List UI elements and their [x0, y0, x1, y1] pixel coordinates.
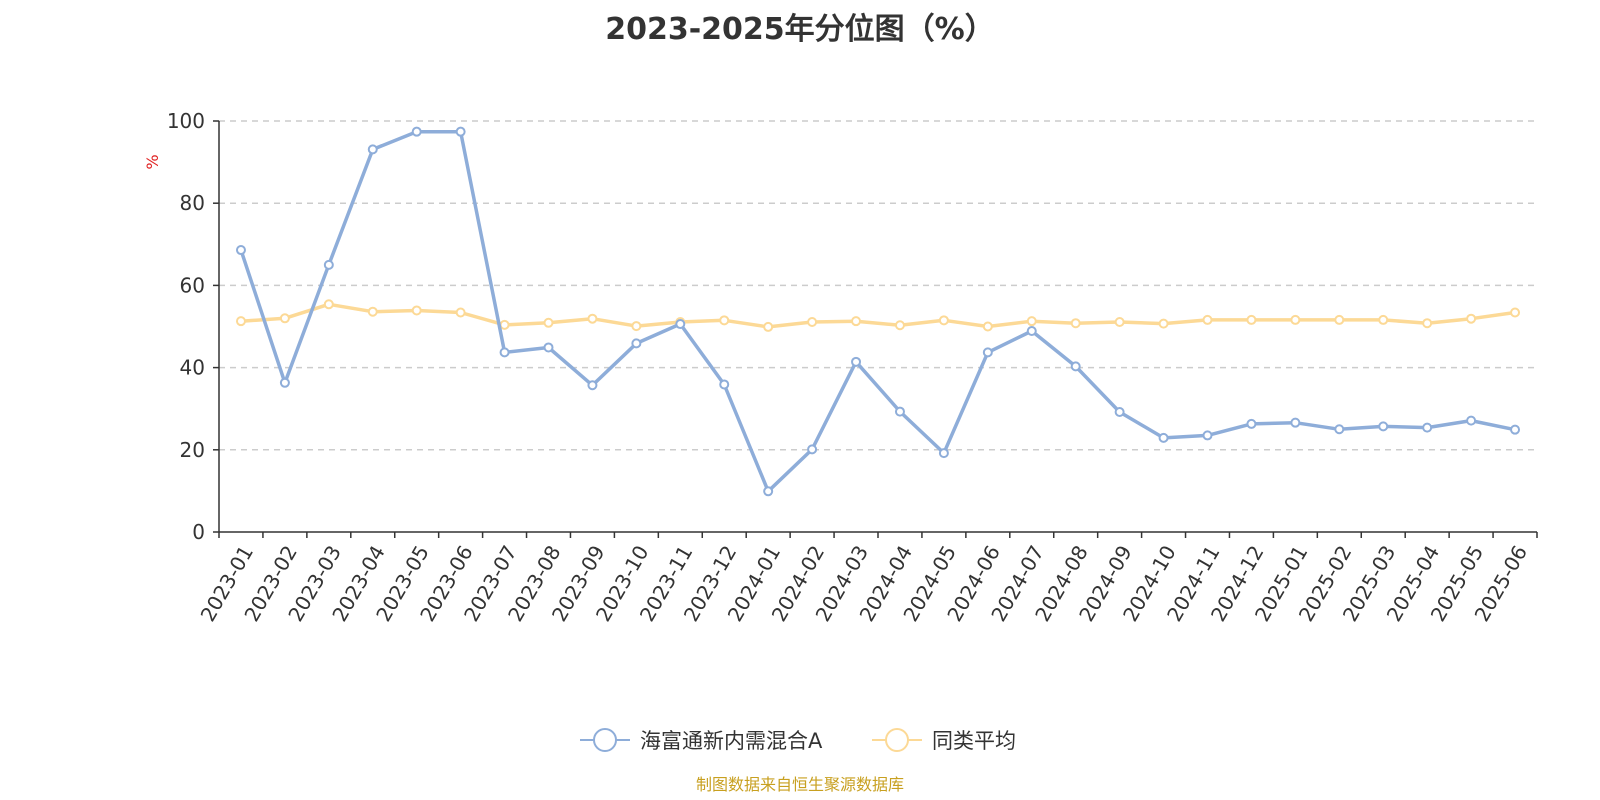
data-point[interactable] — [1202, 314, 1213, 325]
data-point[interactable] — [235, 316, 246, 327]
grid-lines — [219, 120, 1537, 451]
data-point[interactable] — [1334, 424, 1345, 435]
y-tick-label: 100 — [167, 109, 205, 133]
y-tick-label: 80 — [180, 191, 205, 215]
legend-label: 同类平均 — [932, 729, 1016, 753]
data-point[interactable] — [631, 338, 642, 349]
data-point[interactable] — [367, 306, 378, 317]
series-0 — [235, 126, 1521, 497]
data-point[interactable] — [1510, 307, 1521, 318]
data-point[interactable] — [982, 321, 993, 332]
data-point[interactable] — [367, 144, 378, 155]
data-point[interactable] — [1114, 316, 1125, 327]
data-point[interactable] — [1246, 418, 1257, 429]
data-point[interactable] — [1070, 318, 1081, 329]
data-point[interactable] — [938, 315, 949, 326]
data-point[interactable] — [894, 406, 905, 417]
y-tick-label: 20 — [180, 438, 205, 462]
legend-item[interactable]: 同类平均 — [872, 728, 1016, 753]
data-point[interactable] — [1466, 313, 1477, 324]
data-point[interactable] — [543, 342, 554, 353]
data-point[interactable] — [807, 316, 818, 327]
source-note: 制图数据来自恒生聚源数据库 — [696, 775, 904, 794]
data-point[interactable] — [279, 313, 290, 324]
data-point[interactable] — [1378, 314, 1389, 325]
data-point[interactable] — [235, 245, 246, 256]
y-tick-label: 40 — [180, 356, 205, 380]
data-point[interactable] — [587, 313, 598, 324]
data-point[interactable] — [1114, 406, 1125, 417]
data-point[interactable] — [455, 307, 466, 318]
series-line — [240, 302, 1516, 329]
data-point[interactable] — [323, 259, 334, 270]
data-point[interactable] — [894, 320, 905, 331]
data-point[interactable] — [982, 347, 993, 358]
data-point[interactable] — [411, 305, 422, 316]
legend: 海富通新内需混合A 同类平均 — [580, 728, 1016, 753]
data-point[interactable] — [1378, 421, 1389, 432]
series-lines — [235, 126, 1521, 497]
legend-marker — [593, 728, 617, 752]
data-point[interactable] — [938, 448, 949, 459]
legend-item[interactable]: 海富通新内需混合A — [580, 728, 823, 753]
data-point[interactable] — [719, 315, 730, 326]
data-point[interactable] — [763, 321, 774, 332]
data-point[interactable] — [1070, 361, 1081, 372]
data-point[interactable] — [1422, 318, 1433, 329]
data-point[interactable] — [279, 377, 290, 388]
data-point[interactable] — [587, 380, 598, 391]
y-tick-label: 60 — [180, 273, 205, 297]
data-point[interactable] — [763, 486, 774, 497]
chart-title: 2023-2025年分位图（%） — [605, 12, 995, 47]
data-point[interactable] — [807, 444, 818, 455]
legend-label: 海富通新内需混合A — [640, 729, 823, 753]
data-point[interactable] — [1158, 318, 1169, 329]
legend-marker — [885, 728, 909, 752]
data-point[interactable] — [1290, 314, 1301, 325]
series-line — [239, 129, 1516, 494]
data-point[interactable] — [1158, 432, 1169, 443]
data-point[interactable] — [631, 321, 642, 332]
data-point[interactable] — [1422, 422, 1433, 433]
data-point[interactable] — [675, 319, 686, 330]
data-point[interactable] — [1290, 417, 1301, 428]
y-axis-unit: % — [143, 154, 162, 169]
data-point[interactable] — [323, 299, 334, 310]
data-point[interactable] — [1026, 326, 1037, 337]
data-point[interactable] — [851, 316, 862, 327]
data-point[interactable] — [1026, 316, 1037, 327]
data-point[interactable] — [1202, 430, 1213, 441]
data-point[interactable] — [719, 379, 730, 390]
y-tick-label: 0 — [192, 520, 205, 544]
data-point[interactable] — [1510, 424, 1521, 435]
data-point[interactable] — [411, 126, 422, 137]
data-point[interactable] — [1334, 314, 1345, 325]
data-point[interactable] — [1246, 314, 1257, 325]
data-point[interactable] — [499, 319, 510, 330]
data-point[interactable] — [543, 317, 554, 328]
data-point[interactable] — [1466, 415, 1477, 426]
series-1 — [235, 299, 1521, 332]
data-point[interactable] — [455, 126, 466, 137]
data-point[interactable] — [851, 356, 862, 367]
data-point[interactable] — [499, 347, 510, 358]
